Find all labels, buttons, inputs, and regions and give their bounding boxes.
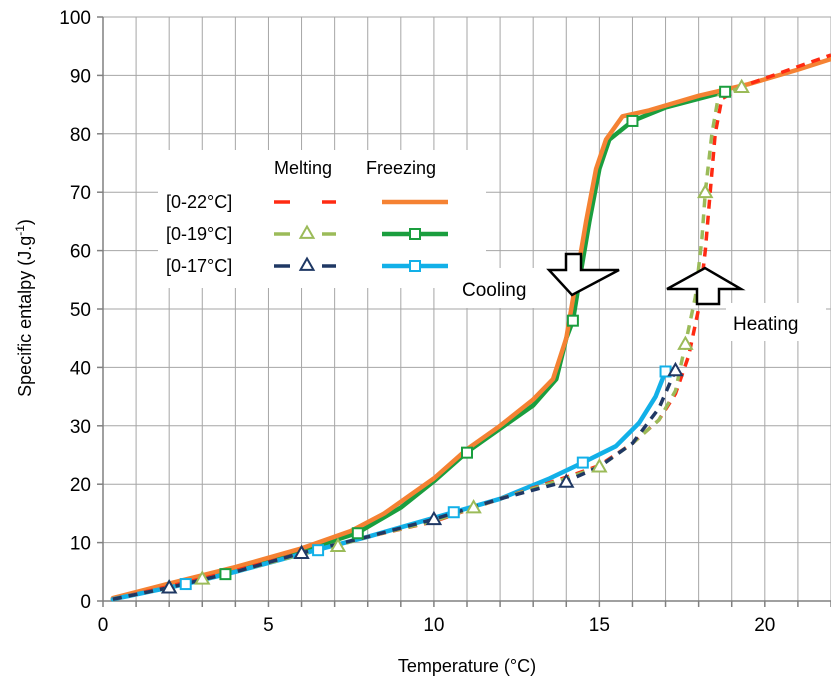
data-point-marker	[626, 114, 639, 127]
x-tick-label: 0	[98, 615, 109, 636]
data-point-marker	[351, 527, 364, 540]
grid	[103, 16, 831, 601]
y-axis-title: Specific entalpy (J.g-1)	[13, 219, 35, 397]
data-point-marker	[447, 506, 460, 519]
legend-sample-marker	[409, 260, 421, 272]
data-point-marker	[160, 579, 178, 594]
data-point-marker	[461, 446, 473, 459]
legend-row-label: [0-22°C]	[166, 192, 232, 212]
heating-label-box	[726, 303, 826, 341]
series-group	[110, 53, 831, 602]
data-point-marker	[465, 499, 482, 514]
heating-label: Heating	[733, 314, 799, 335]
y-axis-title-sup: -1	[13, 225, 27, 236]
cooling-annotation: Cooling	[455, 252, 620, 308]
y-tick-label: 30	[70, 417, 91, 438]
heating-annotation: Heating	[666, 266, 826, 341]
legend-samples	[274, 199, 448, 272]
series-line-freezing	[110, 89, 728, 602]
legend-header-freezing: Freezing	[366, 158, 436, 178]
x-axis-title: Temperature (°C)	[398, 656, 536, 676]
heating-arrow-icon	[666, 266, 746, 306]
x-tick-label: 10	[423, 615, 444, 636]
series-line-freezing	[110, 369, 668, 602]
data-point-marker	[194, 570, 211, 585]
tick-labels: 0 10 20 30 40 50 60 70 80 90 100 0 5 10 15 20	[59, 8, 775, 636]
y-tick-label: 80	[70, 125, 91, 146]
cooling-label: Cooling	[462, 280, 526, 301]
data-point-marker	[697, 183, 714, 199]
series-line-melting	[112, 369, 678, 601]
series-line-freezing	[110, 56, 831, 601]
legend: Melting Freezing [0-22°C] [0-19°C] [0-17…	[158, 150, 486, 288]
cooling-arrow-icon	[546, 252, 620, 297]
x-tick-label: 15	[589, 615, 610, 636]
y-tick-label: 100	[59, 8, 91, 29]
data-point-marker	[219, 568, 232, 581]
data-point-marker	[719, 85, 732, 98]
series-line-melting	[112, 53, 831, 601]
legend-sample-marker	[409, 228, 421, 240]
legend-header-melting: Melting	[274, 158, 332, 178]
data-point-marker	[179, 578, 192, 591]
cooling-label-box	[455, 268, 553, 308]
legend-row-label: [0-17°C]	[166, 256, 232, 276]
data-point-marker	[566, 314, 579, 327]
data-point-marker	[576, 456, 589, 469]
y-tick-label: 70	[70, 183, 91, 204]
data-point-marker	[733, 78, 750, 93]
data-point-marker	[312, 544, 325, 557]
legend-sample-marker	[298, 224, 316, 239]
data-point-marker	[677, 335, 694, 350]
axes	[97, 16, 831, 607]
y-tick-label: 10	[70, 534, 91, 555]
y-tick-label: 90	[70, 66, 91, 87]
data-point-marker	[558, 473, 575, 488]
y-tick-label: 20	[70, 475, 91, 496]
legend-row-label: [0-19°C]	[166, 224, 232, 244]
data-point-marker	[667, 361, 684, 377]
data-point-marker	[329, 537, 347, 552]
y-axis-title-end: )	[15, 219, 35, 225]
y-tick-label: 40	[70, 358, 91, 379]
y-tick-label: 60	[70, 242, 91, 263]
y-axis-title-main: Specific entalpy (J.g	[15, 236, 35, 397]
x-tick-label: 20	[754, 615, 775, 636]
y-tick-label: 0	[80, 592, 91, 613]
data-point-marker	[293, 544, 310, 559]
x-tick-label: 5	[263, 615, 274, 636]
y-tick-label: 50	[70, 300, 91, 321]
data-point-marker	[591, 458, 608, 473]
legend-sample-marker	[298, 256, 316, 271]
data-point-marker	[425, 510, 443, 526]
